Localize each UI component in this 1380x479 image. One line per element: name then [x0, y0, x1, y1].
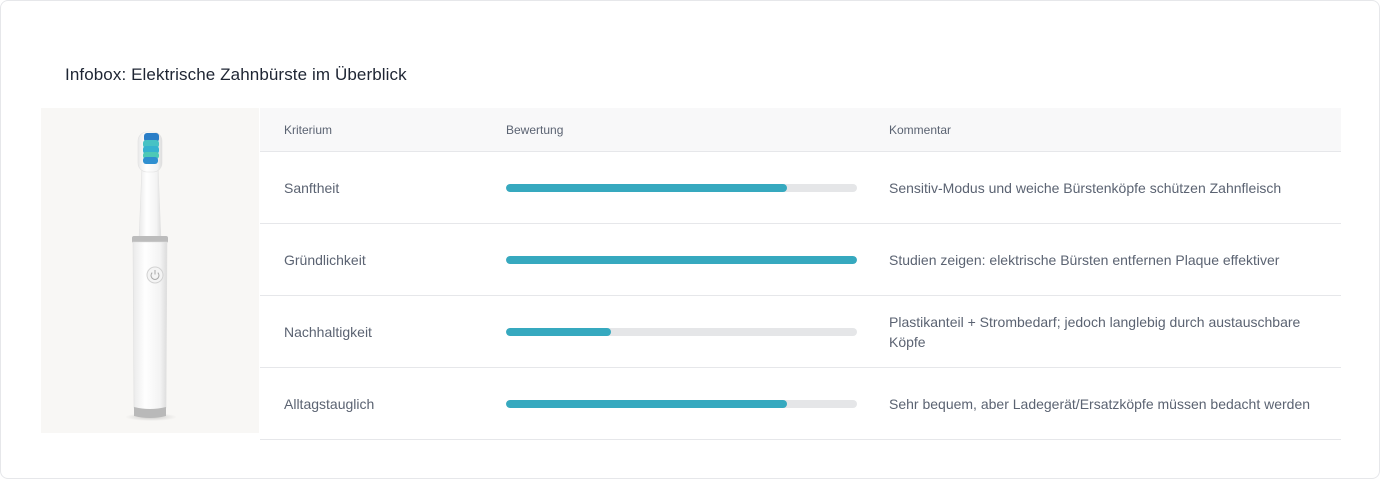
- criterion-label: Alltagstauglich: [284, 395, 375, 412]
- rating-table: Kriterium Bewertung Kommentar Sanftheit …: [260, 108, 1341, 440]
- rating-bar: [506, 256, 857, 264]
- table-row: Gründlichkeit Studien zeigen: elektrisch…: [260, 224, 1341, 296]
- rating-bar: [506, 328, 857, 336]
- table-row: Sanftheit Sensitiv-Modus und weiche Bürs…: [260, 152, 1341, 224]
- comment-text: Sehr bequem, aber Ladegerät/Ersatzköpfe …: [889, 395, 1311, 412]
- rating-bar-fill: [506, 184, 787, 192]
- comment-text: Sensitiv-Modus und weiche Bürstenköpfe s…: [889, 179, 1282, 196]
- criterion-label: Gründlichkeit: [284, 251, 366, 268]
- rating-bar-fill: [506, 328, 612, 336]
- comment-text: Plastikanteil + Strombedarf; jedoch lang…: [889, 313, 1301, 350]
- header-comment: Kommentar: [889, 123, 952, 137]
- criterion-label: Sanftheit: [284, 179, 340, 196]
- toothbrush-image: [41, 108, 259, 433]
- table-row: Alltagstauglich Sehr bequem, aber Ladege…: [260, 368, 1341, 440]
- table-header: Kriterium Bewertung Kommentar: [260, 108, 1341, 152]
- header-rating: Bewertung: [506, 123, 564, 137]
- toothbrush-illustration: [125, 131, 177, 421]
- rating-bar-fill: [506, 256, 857, 264]
- comment-text: Studien zeigen: elektrische Bürsten entf…: [889, 251, 1280, 268]
- rating-bar-fill: [506, 400, 787, 408]
- table-row: Nachhaltigkeit Plastikanteil + Strombeda…: [260, 296, 1341, 368]
- rating-bar: [506, 400, 857, 408]
- header-criterion: Kriterium: [284, 123, 333, 137]
- rating-bar: [506, 184, 857, 192]
- infobox-title: Infobox: Elektrische Zahnbürste im Überb…: [65, 65, 407, 84]
- criterion-label: Nachhaltigkeit: [284, 323, 372, 340]
